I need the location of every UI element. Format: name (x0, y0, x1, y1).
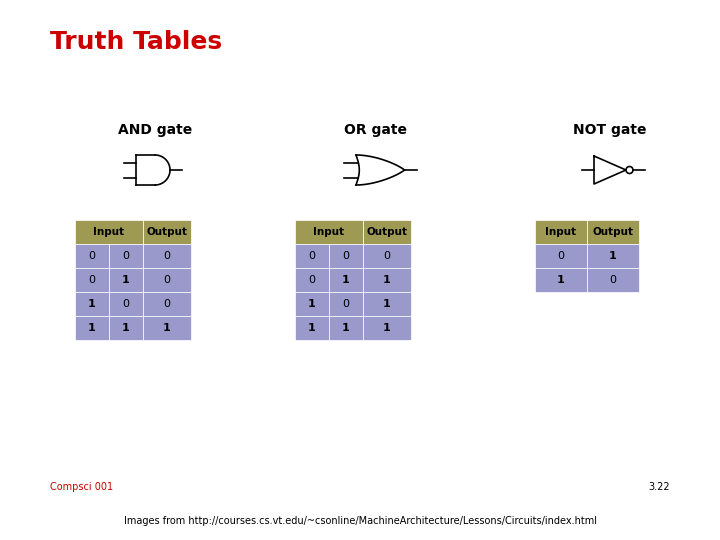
Bar (143, 292, 191, 316)
Text: 1: 1 (88, 323, 96, 333)
Bar (143, 268, 191, 292)
Text: Compsci 001: Compsci 001 (50, 482, 113, 492)
Text: 0: 0 (384, 251, 390, 261)
Text: 1: 1 (383, 275, 391, 285)
Text: 0: 0 (343, 251, 349, 261)
Bar (329, 244, 363, 268)
Text: Output: Output (146, 227, 187, 237)
Text: 1: 1 (308, 323, 316, 333)
Bar (109, 316, 143, 340)
Bar (587, 244, 639, 268)
Text: 0: 0 (557, 251, 564, 261)
Text: 1: 1 (557, 275, 565, 285)
Bar (75, 292, 109, 316)
Text: 1: 1 (609, 251, 617, 261)
Text: 0: 0 (163, 251, 171, 261)
Text: 1: 1 (163, 323, 171, 333)
Bar (295, 292, 329, 316)
Bar (143, 316, 191, 340)
Text: 0: 0 (163, 275, 171, 285)
Bar (75, 316, 109, 340)
Text: 0: 0 (610, 275, 616, 285)
Bar (587, 268, 639, 292)
Text: 0: 0 (89, 275, 96, 285)
Bar (363, 244, 411, 268)
Bar (363, 292, 411, 316)
Text: 0: 0 (308, 275, 315, 285)
Bar (363, 316, 411, 340)
Text: 0: 0 (122, 251, 130, 261)
Text: 3.22: 3.22 (649, 482, 670, 492)
Bar (587, 220, 639, 244)
Text: 0: 0 (163, 299, 171, 309)
Text: Input: Input (313, 227, 345, 237)
Text: 1: 1 (383, 323, 391, 333)
Bar (143, 220, 191, 244)
Bar (109, 244, 143, 268)
Bar (363, 268, 411, 292)
Text: 1: 1 (88, 299, 96, 309)
Bar (75, 220, 143, 244)
Bar (329, 268, 363, 292)
Text: 1: 1 (308, 299, 316, 309)
Bar (363, 220, 411, 244)
Bar (295, 268, 329, 292)
Text: OR gate: OR gate (343, 123, 407, 137)
Text: 0: 0 (122, 299, 130, 309)
Text: Truth Tables: Truth Tables (50, 30, 222, 54)
Text: AND gate: AND gate (118, 123, 192, 137)
Text: 0: 0 (308, 251, 315, 261)
Bar (295, 220, 363, 244)
Text: NOT gate: NOT gate (573, 123, 647, 137)
Bar (535, 268, 587, 292)
Text: 1: 1 (342, 323, 350, 333)
Bar (109, 268, 143, 292)
Text: Images from http://courses.cs.vt.edu/~csonline/MachineArchitecture/Lessons/Circu: Images from http://courses.cs.vt.edu/~cs… (124, 516, 596, 526)
Bar (535, 220, 587, 244)
Text: Input: Input (546, 227, 577, 237)
Bar (535, 244, 587, 268)
Bar (109, 292, 143, 316)
Bar (75, 268, 109, 292)
Text: Output: Output (593, 227, 634, 237)
Bar (295, 316, 329, 340)
Text: 1: 1 (122, 275, 130, 285)
Bar (75, 244, 109, 268)
Text: 0: 0 (343, 299, 349, 309)
Text: 1: 1 (342, 275, 350, 285)
Text: 1: 1 (122, 323, 130, 333)
Text: 0: 0 (89, 251, 96, 261)
Bar (329, 292, 363, 316)
Bar (295, 244, 329, 268)
Text: Input: Input (94, 227, 125, 237)
Text: 1: 1 (383, 299, 391, 309)
Bar (143, 244, 191, 268)
Bar (329, 316, 363, 340)
Text: Output: Output (366, 227, 408, 237)
